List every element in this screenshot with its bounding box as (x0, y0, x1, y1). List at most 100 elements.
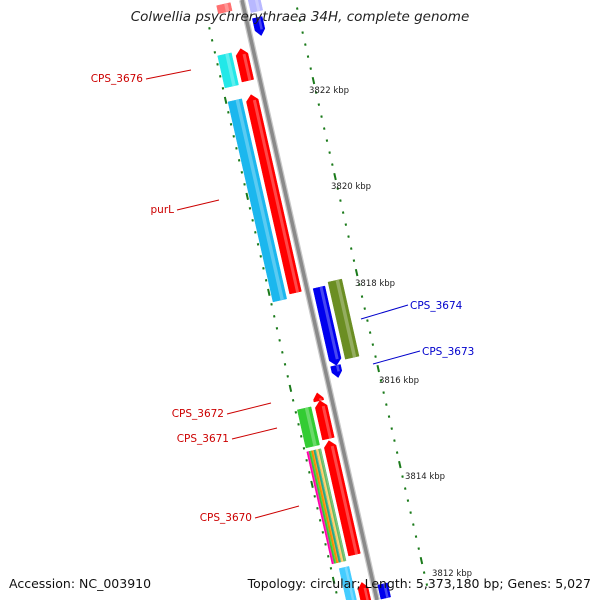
feature-top-partial-red (216, 2, 233, 15)
feature-cps-3673-tip (330, 364, 343, 378)
feature-bottom-partial-red-highlight (363, 587, 369, 600)
feature-top-partial-blue-highlight (254, 0, 261, 12)
feature-small-forward-tip-body (313, 392, 325, 403)
feature-bottom-partial-blue-highlight (383, 583, 389, 598)
inner-tick-marks (208, 27, 338, 594)
feature-top-blue-tip-highlight (257, 16, 263, 30)
feature-purl-forward (246, 94, 302, 295)
feature-top-partial-blue (247, 0, 264, 13)
feature-bottom-partial-cyan-body (338, 566, 357, 600)
feature-bottom-partial-blue-body (377, 582, 391, 600)
gene-label-cps-3672[interactable]: CPS_3672 (172, 408, 224, 420)
feature-top-partial-blue-body (247, 0, 264, 13)
gene-label-purl[interactable]: purL (151, 204, 175, 216)
outer-tick-46 (419, 556, 424, 565)
feature-bottom-partial-red (357, 582, 372, 600)
feature-cps-3672 (297, 406, 320, 449)
leader-cps-3676 (145, 69, 192, 80)
scale-label-3820: 3820 kbp (331, 182, 371, 192)
scale-label-3822: 3822 kbp (309, 86, 349, 96)
feature-cps-3676-body (217, 52, 239, 89)
feature-cps-3673-highlight (335, 279, 357, 358)
feature-cps-3670-stripe-3-highlight (315, 449, 341, 563)
outer-tick-14 (333, 172, 337, 181)
map-title: Colwellia psychrerythraea 34H, complete … (130, 9, 470, 25)
scale-label-3816: 3816 kbp (379, 376, 419, 386)
gene-label-cps-3671[interactable]: CPS_3671 (177, 433, 229, 445)
gene-label-cps-3670[interactable]: CPS_3670 (200, 512, 252, 524)
outer-tick-6 (311, 76, 316, 85)
feature-cps-3676-forward (235, 48, 254, 83)
feature-cps-3674-body (312, 285, 342, 366)
label-leader-lines (145, 69, 421, 519)
gene-label-cps-3673[interactable]: CPS_3673 (422, 346, 474, 358)
feature-bottom-partial-cyan-highlight (344, 566, 355, 600)
feature-bottom-partial-cyan (338, 566, 357, 600)
feature-cps-3670-stripe-5 (318, 448, 347, 562)
feature-cps-3673-tip-body (330, 364, 343, 378)
genome-summary-text: Topology: circular; Length: 5,373,180 bp… (247, 576, 591, 591)
feature-top-partial-red-highlight (224, 3, 230, 13)
inner-tick-46 (331, 576, 336, 584)
gene-features (216, 0, 391, 600)
inner-tick-22 (267, 288, 271, 296)
feature-cps-3670-forward (324, 440, 361, 557)
feature-cps-3673-tip-highlight (336, 364, 340, 372)
feature-cps-3670-stripe-0-highlight (308, 451, 334, 564)
scale-label-3812: 3812 kbp (432, 569, 472, 579)
feature-purl-highlight (235, 99, 284, 301)
feature-purl (227, 98, 287, 303)
feature-cps-3676-forward-body (235, 48, 254, 83)
leader-cps-3674 (360, 304, 409, 320)
feature-cps-3674-highlight (319, 286, 339, 360)
feature-cps-3676 (217, 52, 239, 89)
inner-tick-30 (288, 384, 293, 392)
gene-label-cps-3676[interactable]: CPS_3676 (91, 73, 144, 85)
feature-cps-3671 (315, 400, 335, 441)
outer-tick-marks (296, 7, 429, 586)
feature-cps-3672-body (297, 406, 320, 449)
feature-cps-3670-forward-body (324, 440, 361, 557)
leader-cps-3670 (254, 505, 300, 519)
feature-small-forward-tip (313, 392, 325, 403)
scale-label-3818: 3818 kbp (355, 279, 395, 289)
leader-cps-3673 (372, 350, 421, 365)
feature-top-blue-tip (252, 16, 266, 36)
feature-top-partial-red-body (216, 2, 233, 15)
gene-label-cps-3674[interactable]: CPS_3674 (410, 300, 463, 312)
scale-label-3814: 3814 kbp (405, 472, 445, 482)
outer-tick-30 (376, 364, 380, 373)
genome-backbone (239, 0, 380, 600)
feature-top-blue-tip-body (252, 16, 266, 36)
feature-cps-3674 (312, 285, 342, 366)
leader-purl (176, 199, 220, 211)
feature-cps-3671-body (315, 400, 335, 441)
feature-cps-3670-stripe-2-highlight (312, 450, 339, 563)
backbone-line (240, 0, 379, 600)
outer-tick-22 (354, 268, 359, 277)
feature-cps-3670-stripe-5-highlight (319, 448, 346, 561)
feature-cps-3673 (327, 278, 360, 360)
leader-cps-3672 (226, 402, 272, 415)
inner-tick-38 (310, 480, 314, 488)
leader-cps-3671 (231, 427, 278, 440)
feature-cps-3676-forward-highlight (242, 53, 252, 81)
feature-bottom-partial-red-body (357, 582, 372, 600)
feature-small-forward-tip-highlight (318, 398, 322, 401)
inner-tick-14 (245, 192, 249, 200)
feature-cps-3670-stripe-5-body (318, 448, 347, 562)
feature-cps-3672-highlight (304, 407, 317, 447)
feature-cps-3676-highlight (225, 53, 236, 87)
feature-cps-3670-stripe-1-highlight (310, 450, 337, 564)
outer-tick-38 (398, 460, 402, 469)
feature-purl-body (227, 98, 287, 303)
feature-cps-3673-body (327, 278, 360, 360)
feature-cps-3671-highlight (321, 405, 332, 439)
feature-purl-forward-body (246, 94, 302, 295)
feature-cps-3670-forward-highlight (330, 445, 359, 555)
feature-purl-forward-highlight (252, 99, 300, 293)
feature-cps-3670-stripe-4-highlight (317, 449, 344, 562)
accession-text: Accession: NC_003910 (9, 576, 152, 591)
feature-bottom-partial-blue (377, 582, 391, 600)
